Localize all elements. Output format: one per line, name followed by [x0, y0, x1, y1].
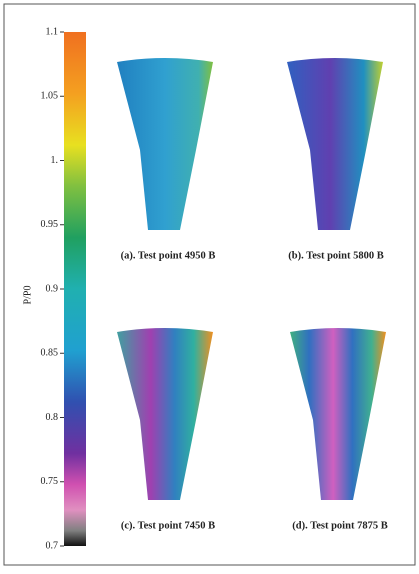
caption: (a). Test point 4950 B — [121, 250, 216, 261]
tick-label: 0.7 — [46, 540, 59, 551]
tick-label: 0.85 — [41, 348, 59, 359]
blade-map — [117, 328, 213, 500]
blade-map — [290, 328, 386, 500]
tick-label: 1. — [51, 155, 59, 166]
frame — [3, 3, 416, 566]
colorbar — [64, 32, 86, 546]
tick-label: 1.1 — [46, 26, 59, 37]
colorbar-label: P/P0 — [22, 286, 33, 305]
tick-label: 0.95 — [41, 219, 59, 230]
blade-map — [117, 58, 213, 230]
caption: (d). Test point 7875 B — [292, 520, 387, 531]
tick-label: 1.05 — [41, 91, 59, 102]
tick-label: 0.75 — [41, 476, 59, 487]
tick-label: 0.8 — [46, 412, 59, 423]
blade-map — [287, 58, 383, 230]
caption: (c). Test point 7450 B — [121, 520, 215, 531]
tick-label: 0.9 — [46, 283, 59, 294]
caption: (b). Test point 5800 B — [288, 250, 383, 261]
